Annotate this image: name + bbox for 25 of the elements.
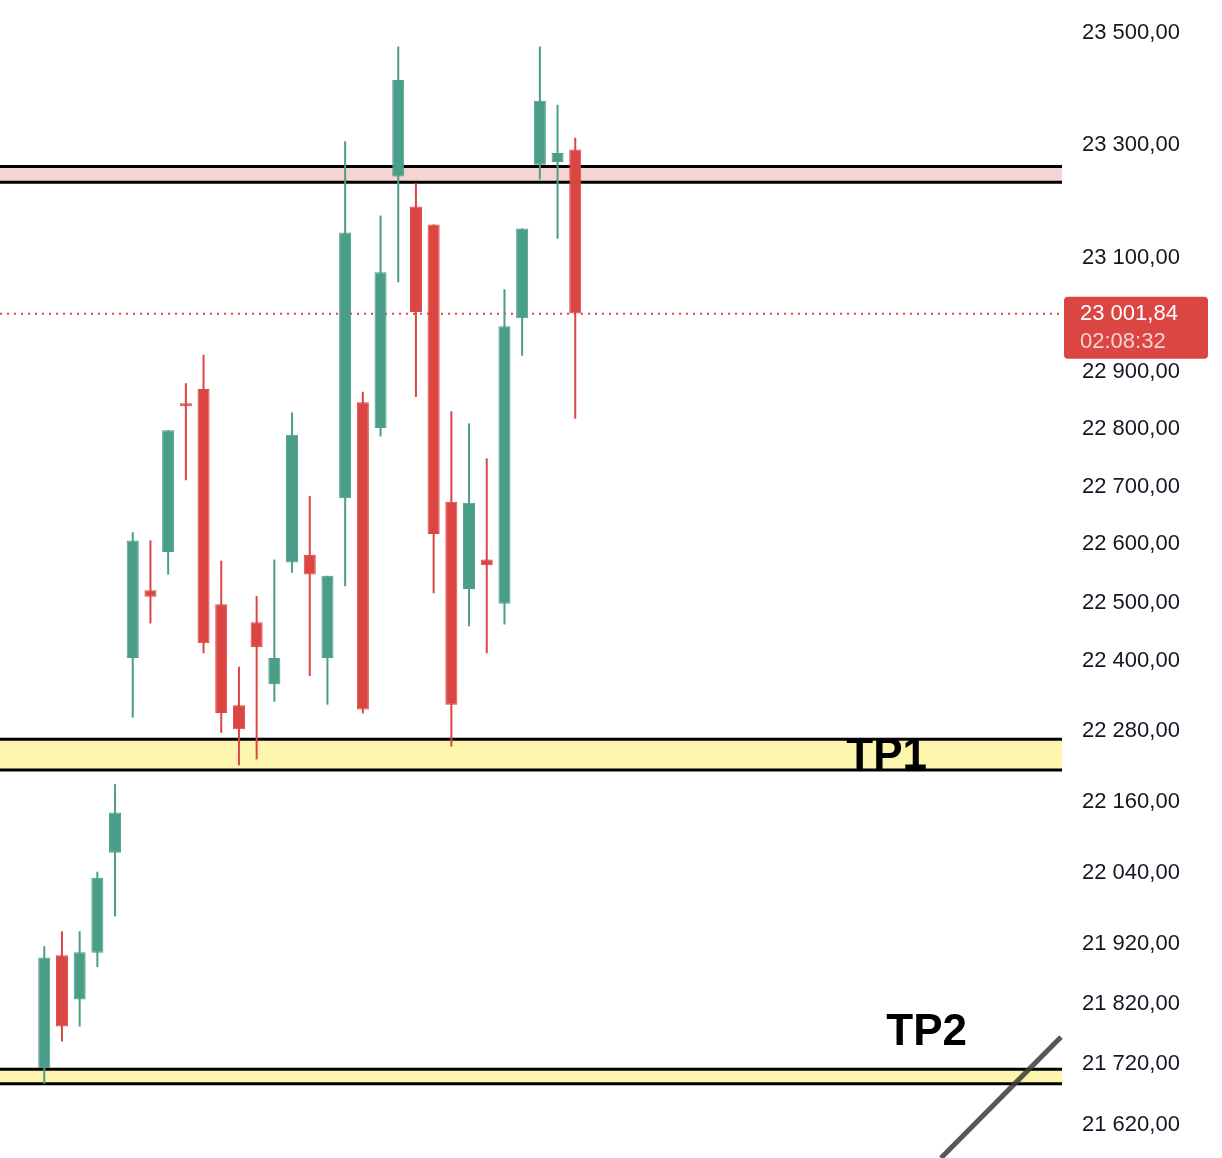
candlestick: [250, 595, 263, 761]
candlestick: [303, 494, 316, 678]
y-tick-label: 21 720,00: [1082, 1050, 1180, 1076]
text: 02:08:32: [1080, 327, 1166, 353]
y-tick-label: 21 920,00: [1082, 930, 1180, 956]
y-tick-label: 22 800,00: [1082, 415, 1180, 441]
y-tick-label: 23 500,00: [1082, 19, 1180, 45]
y-tick-label: 22 400,00: [1082, 646, 1180, 672]
y-tick-label: 21 620,00: [1082, 1110, 1180, 1136]
ref-line-label: 23 001,84: [1080, 299, 1178, 325]
candlestick: [232, 665, 245, 767]
y-tick-label: 23 300,00: [1082, 131, 1180, 157]
candlestick: [144, 539, 157, 625]
y-tick-label: 22 700,00: [1082, 472, 1180, 498]
y-tick-label: 22 280,00: [1082, 717, 1180, 743]
y-tick-label: 21 820,00: [1082, 990, 1180, 1016]
y-tick-label: 22 900,00: [1082, 357, 1180, 383]
y-tick-label: 22 160,00: [1082, 787, 1180, 813]
candlestick: [551, 103, 564, 240]
candlestick: [179, 382, 192, 482]
y-tick-label: 22 600,00: [1082, 530, 1180, 556]
y-tick-label: 22 040,00: [1082, 858, 1180, 884]
band-label: TP2: [886, 1005, 967, 1055]
y-tick-label: 22 500,00: [1082, 588, 1180, 614]
y-tick-label: 23 100,00: [1082, 244, 1180, 270]
